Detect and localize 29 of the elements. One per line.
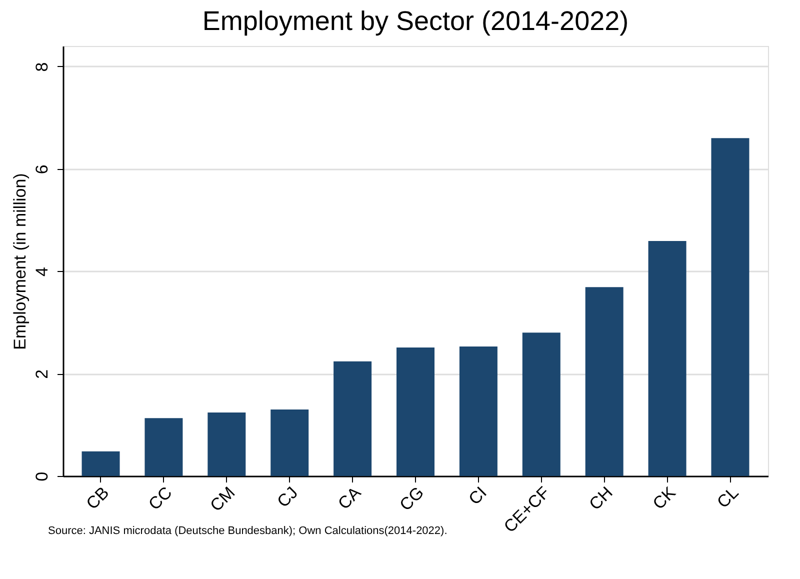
bar bbox=[585, 287, 624, 476]
x-tick-label: CH bbox=[586, 483, 616, 514]
x-tick-label: CI bbox=[465, 483, 490, 509]
bar bbox=[82, 451, 120, 476]
x-tick-label: CB bbox=[82, 483, 113, 514]
x-tick-label: CK bbox=[649, 482, 680, 514]
bar bbox=[459, 346, 498, 476]
y-tick-label: 2 bbox=[32, 369, 52, 379]
bar bbox=[522, 332, 560, 476]
x-tick-label: CJ bbox=[274, 483, 302, 512]
y-axis-title: Employment (in million) bbox=[10, 173, 30, 350]
bar bbox=[648, 241, 686, 476]
source-note: Source: JANIS microdata (Deutsche Bundesbank); Own Calculations(2014-2022). bbox=[48, 525, 448, 537]
y-tick-label: 8 bbox=[32, 62, 52, 72]
y-tick-label: 6 bbox=[32, 164, 52, 174]
x-tick-label: CG bbox=[396, 483, 428, 515]
x-tick-label: CM bbox=[206, 483, 239, 516]
x-tick-label: CA bbox=[334, 482, 366, 514]
y-tick-label: 4 bbox=[32, 267, 52, 276]
bar bbox=[711, 138, 750, 476]
bar bbox=[208, 412, 246, 476]
chart-title: Employment by Sector (2014-2022) bbox=[202, 6, 629, 36]
bar bbox=[270, 409, 309, 476]
bar bbox=[396, 348, 434, 476]
bar bbox=[144, 418, 183, 476]
x-tick-label: CL bbox=[713, 483, 742, 512]
bar bbox=[334, 361, 372, 476]
x-tick-label: CC bbox=[144, 483, 176, 514]
y-tick-label: 0 bbox=[32, 472, 52, 482]
